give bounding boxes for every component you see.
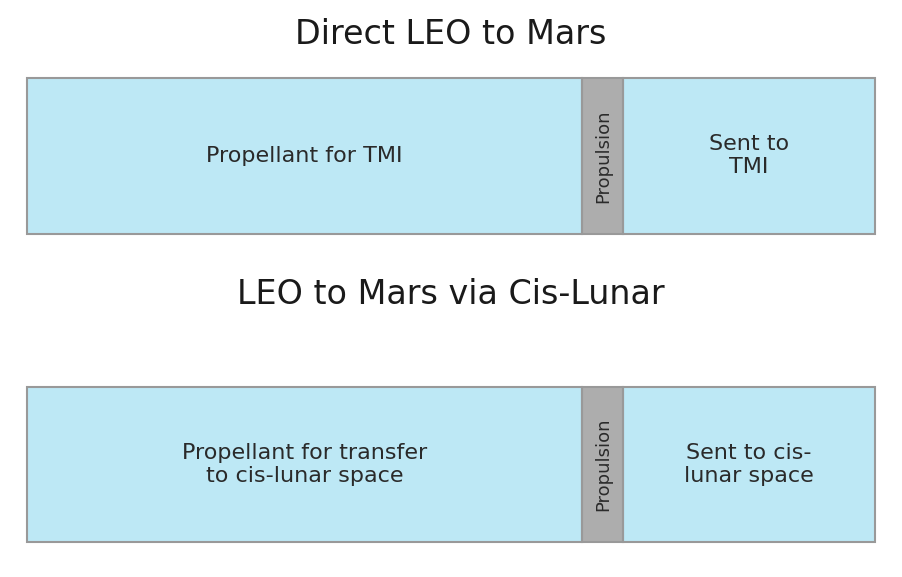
Bar [27,78,583,234]
Bar [583,78,623,234]
Text: Propellant for TMI: Propellant for TMI [207,146,403,166]
Text: LEO to Mars via Cis-Lunar: LEO to Mars via Cis-Lunar [237,278,665,311]
Bar [583,387,623,542]
Text: Propulsion: Propulsion [594,109,612,203]
Text: Direct LEO to Mars: Direct LEO to Mars [295,18,607,51]
Bar [583,387,623,542]
Text: Propellant for transfer
to cis-lunar space: Propellant for transfer to cis-lunar spa… [182,443,428,486]
Text: Sent to cis-
lunar space: Sent to cis- lunar space [684,443,814,486]
Bar [623,78,875,234]
Bar [623,387,875,542]
Bar [623,78,875,234]
Text: Propulsion: Propulsion [594,418,612,511]
Bar [623,387,875,542]
Bar [27,78,583,234]
Text: Sent to
TMI: Sent to TMI [709,134,789,177]
Bar [583,78,623,234]
Bar [27,387,583,542]
Bar [27,387,583,542]
